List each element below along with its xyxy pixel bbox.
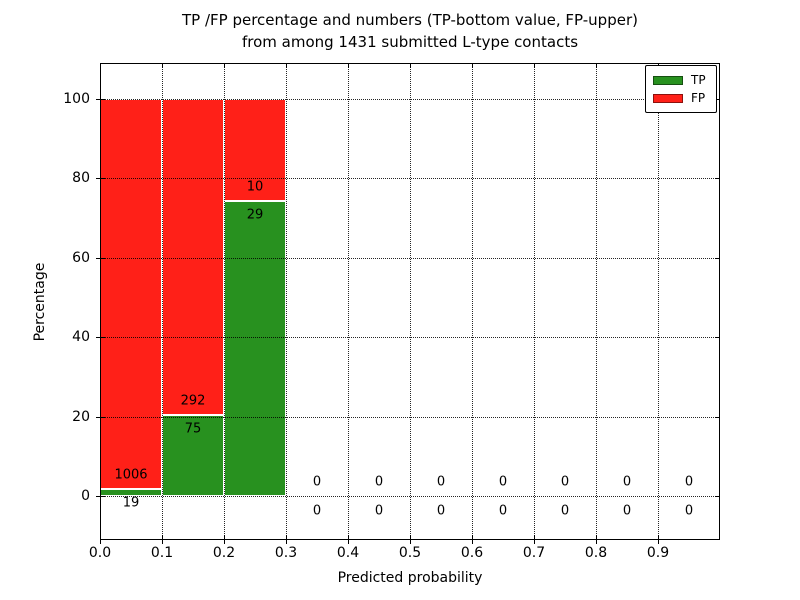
bar-fp-segment: [100, 98, 162, 489]
x-gridline: [348, 63, 349, 540]
tp-count-label: 0: [498, 503, 508, 519]
x-tick: [658, 535, 659, 544]
y-tick-label: 60: [72, 249, 90, 266]
bar-tp-segment: [224, 200, 286, 497]
fp-count-label: 0: [374, 474, 384, 490]
x-tick: [534, 535, 535, 544]
y-tick-label: 40: [72, 329, 90, 346]
tp-count-label: 29: [246, 207, 264, 223]
x-tick: [224, 535, 225, 544]
x-tick-label: 0.7: [522, 545, 546, 561]
x-tick-label: 0.5: [398, 545, 422, 561]
x-tick-label: 0.9: [646, 545, 670, 561]
x-tick-label: 0.4: [336, 545, 360, 561]
x-gridline: [286, 63, 287, 540]
legend-entry: TP: [646, 74, 716, 86]
x-tick-top: [286, 63, 287, 68]
tp-count-label: 19: [122, 495, 140, 511]
y-tick-right: [715, 416, 720, 418]
y-tick-right: [715, 496, 720, 498]
fp-count-label: 1006: [114, 467, 148, 483]
y-tick-label: 80: [72, 170, 90, 187]
x-gridline: [658, 63, 659, 540]
y-tick: [96, 98, 105, 100]
x-tick-top: [162, 63, 163, 68]
x-tick-top: [596, 63, 597, 68]
x-gridline: [224, 63, 225, 540]
y-tick-right: [715, 178, 720, 180]
bar-fp-segment: [162, 98, 224, 416]
tp-count-label: 0: [560, 503, 570, 519]
x-tick: [162, 535, 163, 544]
x-tick-label: 0.0: [88, 545, 112, 561]
y-tick-label: 100: [63, 90, 90, 107]
y-tick-right: [715, 257, 720, 259]
x-gridline: [534, 63, 535, 540]
tp-count-label: 0: [312, 503, 322, 519]
fp-count-label: 0: [684, 474, 694, 490]
x-tick-top: [224, 63, 225, 68]
fp-count-label: 10: [246, 179, 264, 195]
x-tick: [472, 535, 473, 544]
x-tick-top: [100, 63, 101, 68]
fp-count-label: 0: [312, 474, 322, 490]
x-tick-label: 0.2: [212, 545, 236, 561]
legend: TP FP: [645, 65, 717, 113]
x-tick-top: [534, 63, 535, 68]
y-tick: [96, 257, 105, 259]
x-tick-label: 0.8: [584, 545, 608, 561]
x-tick-top: [348, 63, 349, 68]
fp-count-label: 0: [622, 474, 632, 490]
x-gridline: [410, 63, 411, 540]
fp-count-label: 292: [180, 393, 206, 409]
x-gridline: [162, 63, 163, 540]
y-tick: [96, 337, 105, 339]
x-tick: [286, 535, 287, 544]
x-tick: [100, 535, 101, 544]
x-tick: [348, 535, 349, 544]
tp-count-label: 0: [374, 503, 384, 519]
y-tick-label: 0: [81, 488, 90, 505]
y-tick: [96, 178, 105, 180]
legend-swatch-tp: [653, 75, 683, 85]
x-tick: [410, 535, 411, 544]
x-tick-label: 0.3: [274, 545, 298, 561]
x-axis-label: Predicted probability: [337, 570, 483, 586]
y-tick-right: [715, 98, 720, 100]
tp-count-label: 75: [184, 421, 202, 437]
x-tick-top: [410, 63, 411, 68]
x-tick-label: 0.1: [150, 545, 174, 561]
y-tick-right: [715, 337, 720, 339]
legend-swatch-fp: [653, 93, 683, 103]
chart-title-line2: from among 1431 submitted L-type contact…: [241, 33, 579, 51]
legend-label: FP: [691, 91, 706, 105]
x-tick-label: 0.6: [460, 545, 484, 561]
x-tick: [596, 535, 597, 544]
x-tick-top: [472, 63, 473, 68]
x-gridline: [472, 63, 473, 540]
tp-count-label: 0: [436, 503, 446, 519]
x-gridline: [596, 63, 597, 540]
fp-count-label: 0: [560, 474, 570, 490]
legend-label: TP: [691, 73, 706, 87]
y-tick-label: 20: [72, 408, 90, 425]
fp-count-label: 0: [498, 474, 508, 490]
y-tick: [96, 496, 105, 498]
fp-count-label: 0: [436, 474, 446, 490]
tp-count-label: 0: [622, 503, 632, 519]
chart-title-line1: TP /FP percentage and numbers (TP-bottom…: [182, 11, 638, 29]
legend-entry: FP: [646, 92, 716, 104]
tp-count-label: 0: [684, 503, 694, 519]
y-tick: [96, 416, 105, 418]
bar-fp-segment: [224, 98, 286, 201]
